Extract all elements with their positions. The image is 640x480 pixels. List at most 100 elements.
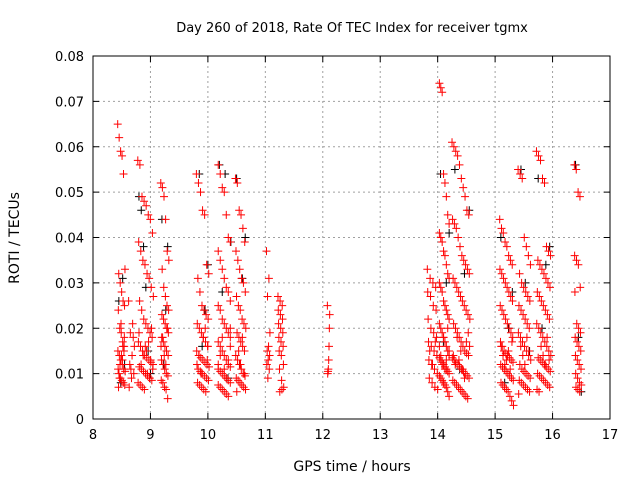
red-data-point: [114, 383, 123, 392]
red-data-point: [519, 283, 528, 292]
y-tick-label: 0.05: [55, 186, 84, 201]
red-data-point: [194, 179, 203, 188]
red-data-point: [463, 394, 472, 403]
red-data-point: [126, 365, 135, 374]
red-data-point: [424, 356, 433, 365]
red-data-point: [162, 385, 171, 394]
red-data-point: [276, 324, 285, 333]
x-tick-label: 16: [544, 428, 561, 443]
red-data-point: [425, 346, 434, 355]
red-data-point: [452, 380, 461, 389]
red-data-point: [544, 346, 553, 355]
red-data-point: [435, 228, 444, 237]
red-data-point: [140, 197, 149, 206]
red-data-point: [570, 160, 579, 169]
red-data-point: [138, 383, 147, 392]
red-data-point: [222, 283, 231, 292]
red-data-point: [423, 265, 432, 274]
red-data-point: [502, 356, 511, 365]
red-data-point: [495, 215, 504, 224]
red-data-point: [525, 324, 534, 333]
red-data-point: [160, 192, 169, 201]
red-data-point: [426, 324, 435, 333]
red-data-point: [142, 346, 151, 355]
red-data-point: [192, 346, 201, 355]
red-data-point: [424, 315, 433, 324]
red-data-point: [164, 256, 173, 265]
red-data-point: [448, 138, 457, 147]
red-data-point: [164, 306, 173, 315]
grid-lines: [93, 56, 610, 419]
red-data-point: [445, 346, 454, 355]
red-data-point: [425, 374, 434, 383]
axis-ticks: 8 9 10 11 12 13 14 15 16 17 0 0.01 0.02 0.03 0.04 0.05 0…: [55, 50, 618, 443]
red-data-point: [238, 315, 247, 324]
red-data-point: [275, 346, 284, 355]
red-data-point: [496, 301, 505, 310]
red-data-point: [439, 247, 448, 256]
red-data-point: [274, 319, 283, 328]
red-data-point: [148, 365, 157, 374]
red-data-point: [499, 274, 508, 283]
red-data-point: [265, 351, 274, 360]
y-tick-label: 0.03: [55, 277, 84, 292]
red-data-point: [443, 269, 452, 278]
red-data-point: [539, 351, 548, 360]
red-data-point: [459, 256, 468, 265]
red-data-point: [157, 310, 166, 319]
red-data-point: [262, 247, 271, 256]
red-data-point: [442, 356, 451, 365]
red-data-point: [119, 169, 128, 178]
red-data-point: [507, 374, 516, 383]
red-data-point: [533, 385, 542, 394]
red-data-point: [120, 265, 129, 274]
red-data-point: [526, 356, 535, 365]
red-data-point: [516, 342, 525, 351]
red-data-point: [114, 369, 123, 378]
red-data-point: [214, 380, 223, 389]
red-data-point: [159, 315, 168, 324]
red-data-point: [279, 383, 288, 392]
red-data-point: [541, 360, 550, 369]
red-data-point: [504, 387, 513, 396]
red-data-point: [525, 297, 534, 306]
red-data-point: [423, 287, 432, 296]
y-tick-label: 0.04: [55, 232, 84, 247]
red-data-point: [454, 356, 463, 365]
red-data-point: [503, 283, 512, 292]
red-data-point: [502, 385, 511, 394]
red-data-point: [545, 383, 554, 392]
red-data-point: [436, 351, 445, 360]
red-data-point: [539, 376, 548, 385]
red-data-point: [234, 301, 243, 310]
red-data-point: [456, 385, 465, 394]
red-data-point: [158, 265, 167, 274]
red-data-point: [458, 365, 467, 374]
red-data-point: [199, 385, 208, 394]
red-data-point: [436, 233, 445, 242]
red-data-point: [442, 306, 451, 315]
red-data-point: [160, 351, 169, 360]
red-data-point: [226, 378, 235, 387]
red-data-point: [517, 278, 526, 287]
red-data-point: [214, 160, 223, 169]
y-tick-label: 0: [76, 413, 84, 428]
red-data-point: [429, 328, 438, 337]
red-data-point: [430, 365, 439, 374]
red-data-point: [442, 260, 451, 269]
red-data-point: [146, 328, 155, 337]
red-data-point: [163, 371, 172, 380]
red-data-point: [147, 283, 156, 292]
red-data-point: [499, 351, 508, 360]
red-data-point: [235, 206, 244, 215]
red-data-point: [214, 301, 223, 310]
red-data-point: [116, 147, 125, 156]
red-data-point: [451, 147, 460, 156]
red-data-point: [158, 333, 167, 342]
red-data-point: [115, 133, 124, 142]
red-data-point: [133, 156, 142, 165]
red-data-point: [134, 337, 143, 346]
red-data-point: [438, 287, 447, 296]
x-tick-label: 9: [146, 428, 154, 443]
